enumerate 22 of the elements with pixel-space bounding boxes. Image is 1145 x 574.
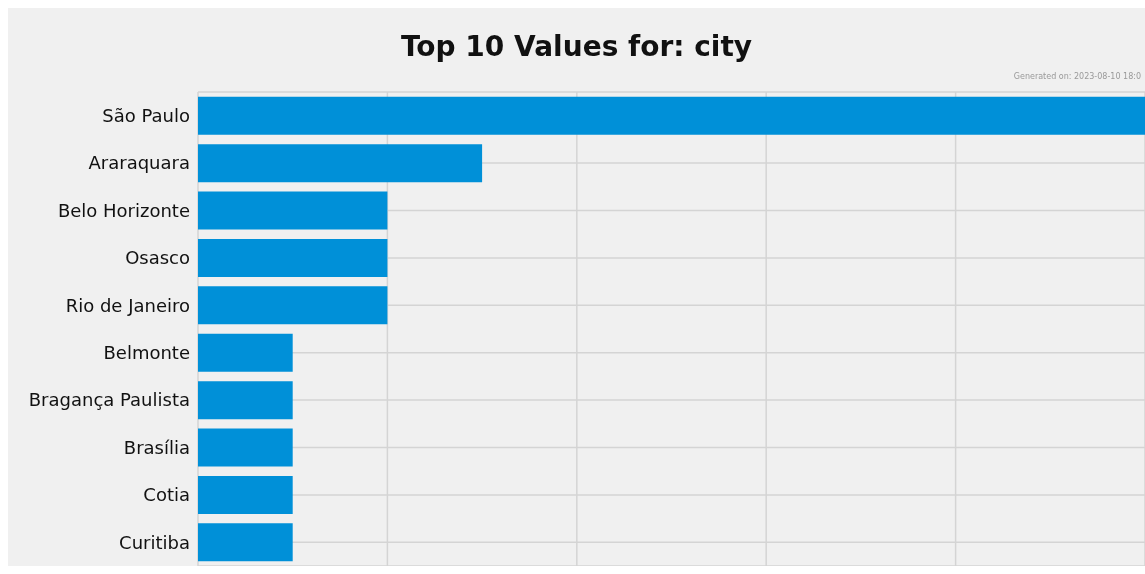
bar: [198, 191, 388, 230]
y-tick-label: São Paulo: [102, 105, 190, 127]
chart-title: Top 10 Values for: city: [400, 30, 753, 63]
bar: [198, 523, 293, 562]
bar: [198, 333, 293, 372]
y-tick-label: Brasília: [123, 436, 190, 458]
y-tick-label: Belmonte: [103, 342, 190, 364]
bar: [198, 238, 388, 277]
bar: [198, 381, 293, 420]
bar: [198, 428, 293, 467]
y-tick-label: Rio de Janeiro: [65, 294, 190, 316]
y-tick-label: Osasco: [125, 247, 190, 269]
bar: [198, 96, 1145, 135]
bar: [198, 475, 293, 514]
y-tick-label: Araraquara: [88, 152, 190, 174]
y-tick-label: Bragança Paulista: [28, 389, 190, 411]
y-tick-label: Cotia: [143, 484, 190, 506]
bar: [198, 144, 483, 183]
y-tick-label: Curitiba: [119, 531, 190, 553]
bar: [198, 286, 388, 325]
text: Generated on: 2023-08-10 18:0: [1013, 72, 1141, 81]
y-tick-label: Belo Horizonte: [57, 199, 190, 221]
